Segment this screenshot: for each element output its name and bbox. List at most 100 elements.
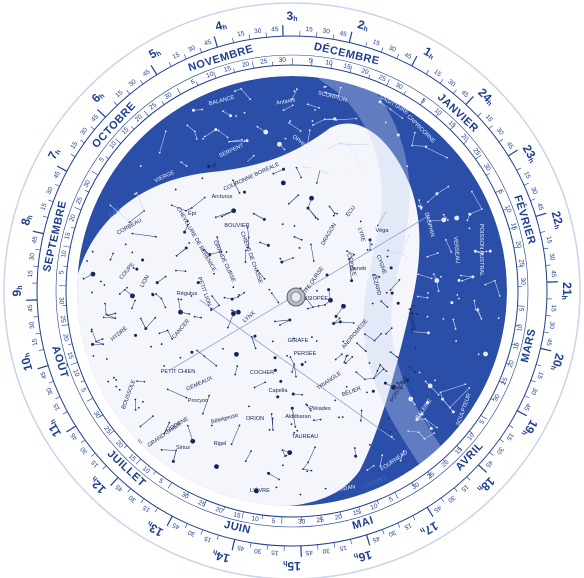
day-label: 20 — [214, 506, 223, 515]
minute-label: 45 — [305, 548, 313, 555]
hour-tick — [411, 55, 418, 67]
constellation-line — [136, 192, 145, 211]
minute-label: 30 — [29, 252, 37, 260]
star — [406, 378, 410, 382]
day-label: 10 — [251, 515, 260, 523]
constellation-line — [268, 473, 280, 480]
star — [293, 90, 296, 92]
constellation-line — [393, 387, 403, 389]
day-tick — [135, 458, 142, 465]
star — [175, 449, 178, 452]
star — [359, 220, 362, 223]
day-label: 20 — [114, 439, 124, 449]
day-label: 30 — [163, 91, 173, 101]
day-label: 5 — [58, 270, 65, 275]
star — [427, 292, 429, 294]
star — [103, 284, 106, 286]
day-label: 5 — [388, 496, 395, 504]
star — [488, 249, 492, 253]
constellation-line — [478, 310, 482, 319]
constellation-line — [289, 122, 301, 132]
star — [289, 120, 292, 123]
star — [366, 391, 368, 394]
star — [367, 147, 370, 150]
day-tick — [509, 226, 517, 230]
constellation-line — [373, 274, 380, 278]
star — [248, 405, 250, 408]
day-label: 5 — [79, 387, 87, 394]
hour-tick — [365, 534, 371, 546]
minute-label: 15 — [522, 170, 532, 180]
constellation-line — [354, 448, 356, 457]
constellation-line — [273, 168, 284, 174]
day-tick — [463, 141, 467, 145]
star — [102, 230, 104, 233]
star — [212, 165, 215, 168]
constellation-line — [132, 233, 156, 237]
constellation-line — [291, 364, 295, 373]
hour-tick — [32, 230, 44, 235]
day-tick — [411, 482, 415, 487]
star — [92, 355, 95, 357]
horizon-window[interactable] — [72, 123, 420, 506]
star — [99, 280, 102, 283]
day-label: 10 — [516, 323, 524, 332]
constellation-line — [187, 125, 195, 132]
star — [348, 173, 351, 176]
constellation-line — [356, 343, 366, 352]
hour-tick — [48, 381, 54, 384]
star — [409, 308, 412, 310]
constellation-line — [462, 276, 473, 282]
star — [342, 340, 345, 343]
hour-tick — [110, 477, 119, 486]
constellation-line — [110, 253, 114, 260]
hour-tick — [62, 411, 68, 415]
constellation-line — [302, 462, 309, 470]
constellation-label: ORION — [246, 416, 264, 422]
minute-label: 45 — [403, 51, 413, 61]
star — [208, 394, 211, 397]
day-tick — [153, 471, 157, 475]
constellation-line — [360, 410, 362, 421]
star — [275, 486, 278, 489]
minute-label: 15 — [171, 51, 181, 61]
hour-tick — [184, 523, 188, 529]
star — [154, 235, 157, 238]
day-tick — [480, 415, 487, 420]
day-tick — [203, 500, 207, 507]
constellation-line — [401, 235, 410, 253]
constellation-line — [410, 398, 415, 405]
day-tick — [86, 397, 94, 402]
hour-tick — [381, 47, 384, 53]
hour-tick — [426, 506, 434, 517]
star — [454, 215, 460, 221]
minute-label: 30 — [28, 321, 36, 329]
star — [396, 301, 400, 305]
constellation-line — [302, 166, 310, 169]
day-label: 20 — [61, 333, 69, 342]
star — [190, 350, 194, 354]
day-label: 15 — [223, 65, 232, 74]
hour-tick — [140, 498, 145, 503]
constellation-line — [408, 430, 419, 433]
star — [314, 109, 316, 111]
constellation-line — [319, 170, 328, 174]
constellation-label: TAUREAU — [292, 434, 318, 440]
constellation-line — [212, 296, 220, 306]
star — [160, 343, 163, 345]
star — [324, 487, 327, 490]
constellation-line — [364, 378, 375, 380]
minute-label: 45 — [460, 89, 470, 99]
star — [273, 356, 277, 360]
constellation-line — [171, 205, 186, 212]
constellation-label: Régulus — [177, 291, 198, 297]
day-tick — [450, 124, 456, 130]
constellation-line — [425, 418, 438, 428]
minute-label: 45 — [535, 202, 544, 211]
month-ring-inner-edge — [65, 64, 519, 518]
constellation-line — [344, 356, 347, 363]
constellation-line — [409, 367, 416, 373]
star — [368, 362, 371, 364]
star — [118, 388, 121, 391]
constellation-line — [335, 306, 344, 317]
